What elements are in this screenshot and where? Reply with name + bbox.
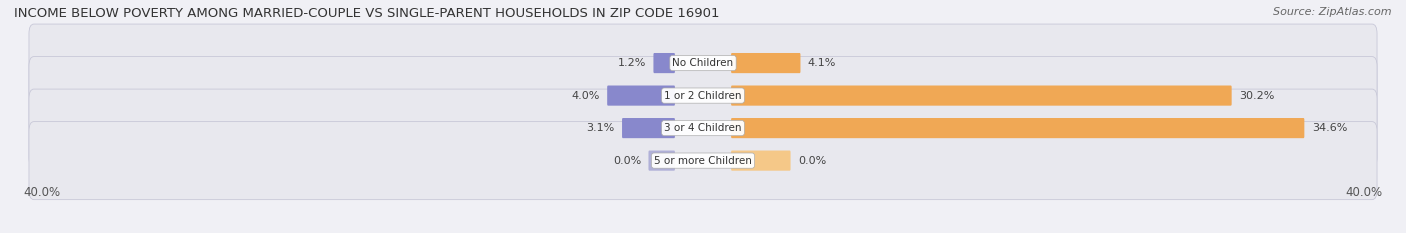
FancyBboxPatch shape [731,151,790,171]
Text: 4.0%: 4.0% [571,91,600,101]
Legend: Married Couples, Single Parents: Married Couples, Single Parents [593,230,813,233]
FancyBboxPatch shape [30,122,1376,200]
Text: 0.0%: 0.0% [799,156,827,166]
FancyBboxPatch shape [654,53,675,73]
Text: 3 or 4 Children: 3 or 4 Children [664,123,742,133]
Text: INCOME BELOW POVERTY AMONG MARRIED-COUPLE VS SINGLE-PARENT HOUSEHOLDS IN ZIP COD: INCOME BELOW POVERTY AMONG MARRIED-COUPL… [14,7,720,20]
FancyBboxPatch shape [731,53,800,73]
FancyBboxPatch shape [731,118,1305,138]
FancyBboxPatch shape [648,151,675,171]
Text: 1 or 2 Children: 1 or 2 Children [664,91,742,101]
Text: 0.0%: 0.0% [613,156,641,166]
FancyBboxPatch shape [731,86,1232,106]
FancyBboxPatch shape [30,57,1376,135]
FancyBboxPatch shape [607,86,675,106]
Text: 30.2%: 30.2% [1239,91,1274,101]
Text: 4.1%: 4.1% [808,58,837,68]
FancyBboxPatch shape [621,118,675,138]
Text: 34.6%: 34.6% [1312,123,1347,133]
FancyBboxPatch shape [30,24,1376,102]
Text: No Children: No Children [672,58,734,68]
Text: 1.2%: 1.2% [617,58,645,68]
Text: Source: ZipAtlas.com: Source: ZipAtlas.com [1274,7,1392,17]
FancyBboxPatch shape [30,89,1376,167]
Text: 3.1%: 3.1% [586,123,614,133]
Text: 5 or more Children: 5 or more Children [654,156,752,166]
